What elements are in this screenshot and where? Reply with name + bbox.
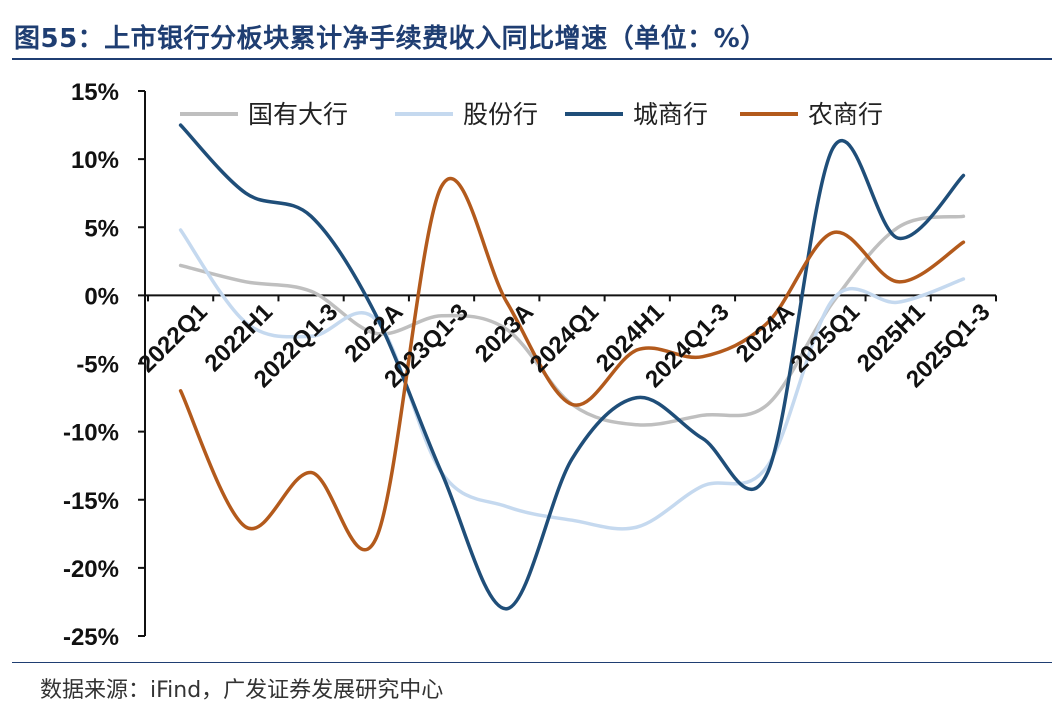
data-point bbox=[897, 237, 900, 240]
title-rule bbox=[12, 58, 1052, 60]
data-point bbox=[440, 471, 443, 474]
data-point bbox=[440, 185, 443, 188]
data-point bbox=[701, 437, 704, 440]
source-note: 数据来源：iFind，广发证券发展研究中心 bbox=[40, 678, 444, 703]
data-point bbox=[179, 124, 182, 127]
data-point bbox=[244, 526, 247, 529]
data-point bbox=[375, 536, 378, 539]
line-chart: 15% 10% 5% 0% -5% -10% -15% -20% -25% 国有大行 股份行 城商行… bbox=[63, 79, 997, 651]
data-point bbox=[831, 231, 834, 234]
data-point bbox=[244, 280, 247, 283]
bottom-rule bbox=[12, 662, 1052, 663]
data-point bbox=[571, 519, 574, 522]
data-point bbox=[962, 241, 965, 244]
data-point bbox=[962, 174, 965, 177]
data-point bbox=[962, 278, 965, 281]
data-point bbox=[244, 192, 247, 195]
data-point bbox=[571, 403, 574, 406]
y-tick-label: 10% bbox=[71, 147, 119, 174]
series-line-3 bbox=[178, 123, 966, 611]
x-tick-labels: 2022Q12022H12022Q1-32022A2023Q1-32023A20… bbox=[133, 299, 995, 394]
data-point bbox=[310, 215, 313, 218]
data-point bbox=[636, 526, 639, 529]
chart-axes: 15% 10% 5% 0% -5% -10% -15% -20% -25% bbox=[63, 79, 997, 651]
data-point bbox=[701, 355, 704, 358]
legend-label: 股份行 bbox=[463, 100, 538, 129]
data-point bbox=[831, 147, 834, 150]
data-point bbox=[701, 485, 704, 488]
data-point bbox=[179, 264, 182, 267]
data-point bbox=[897, 301, 900, 304]
y-tick-label: 0% bbox=[84, 283, 119, 310]
chart-title: 图55：上市银行分板块累计净手续费收入同比增速（单位：%） bbox=[14, 24, 767, 54]
series-line-2 bbox=[178, 228, 966, 531]
data-point bbox=[505, 505, 508, 508]
x-tick-label: 2024Q1 bbox=[525, 299, 604, 378]
data-point bbox=[571, 457, 574, 460]
y-tick-label: -25% bbox=[63, 624, 119, 651]
data-point bbox=[897, 280, 900, 283]
data-point bbox=[505, 301, 508, 304]
y-tick-label: -15% bbox=[63, 488, 119, 515]
legend-label: 国有大行 bbox=[248, 100, 348, 129]
data-point bbox=[310, 471, 313, 474]
series-line-4 bbox=[178, 176, 966, 552]
data-point bbox=[310, 290, 313, 293]
legend-label: 城商行 bbox=[633, 100, 708, 129]
data-point bbox=[505, 607, 508, 610]
data-point bbox=[766, 403, 769, 406]
y-tick-label: 15% bbox=[71, 79, 119, 106]
y-tick-label: -5% bbox=[76, 352, 119, 379]
y-tick-label: -10% bbox=[63, 420, 119, 447]
data-point bbox=[897, 226, 900, 229]
data-point bbox=[831, 298, 834, 301]
data-point bbox=[636, 396, 639, 399]
data-point bbox=[179, 389, 182, 392]
y-tick-label: -20% bbox=[63, 556, 119, 583]
chart-legend: 国有大行 股份行 城商行 农商行 bbox=[180, 100, 883, 129]
data-point bbox=[636, 423, 639, 426]
data-point bbox=[962, 215, 965, 218]
data-point bbox=[179, 229, 182, 232]
series-lines bbox=[178, 123, 966, 611]
legend-label: 农商行 bbox=[808, 100, 883, 129]
data-point bbox=[701, 414, 704, 417]
y-tick-label: 5% bbox=[84, 215, 119, 242]
data-point bbox=[766, 471, 769, 474]
